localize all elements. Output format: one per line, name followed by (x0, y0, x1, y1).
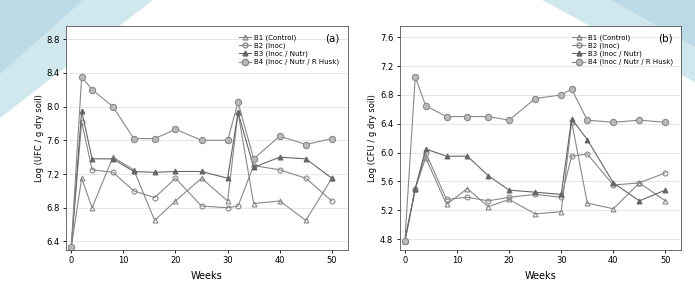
Polygon shape (542, 0, 695, 82)
X-axis label: Weeks: Weeks (191, 271, 222, 281)
Legend: B1 (Control), B2 (Inoc), B3 (Inoc / Nutr), B4 (Inoc / Nutr / R Husk): B1 (Control), B2 (Inoc), B3 (Inoc / Nutr… (236, 32, 341, 68)
Text: (a): (a) (325, 33, 339, 43)
Polygon shape (612, 0, 695, 47)
Polygon shape (0, 0, 83, 74)
X-axis label: Weeks: Weeks (525, 271, 556, 281)
Polygon shape (0, 0, 153, 118)
Legend: B1 (Control), B2 (Inoc), B3 (Inoc / Nutr), B4 (Inoc / Nutr / R Husk): B1 (Control), B2 (Inoc), B3 (Inoc / Nutr… (570, 32, 675, 68)
Y-axis label: Log (UFC / g dry soil): Log (UFC / g dry soil) (35, 94, 44, 182)
Text: (b): (b) (658, 33, 673, 43)
Y-axis label: Log (CFU / g dry soil): Log (CFU / g dry soil) (368, 94, 377, 182)
